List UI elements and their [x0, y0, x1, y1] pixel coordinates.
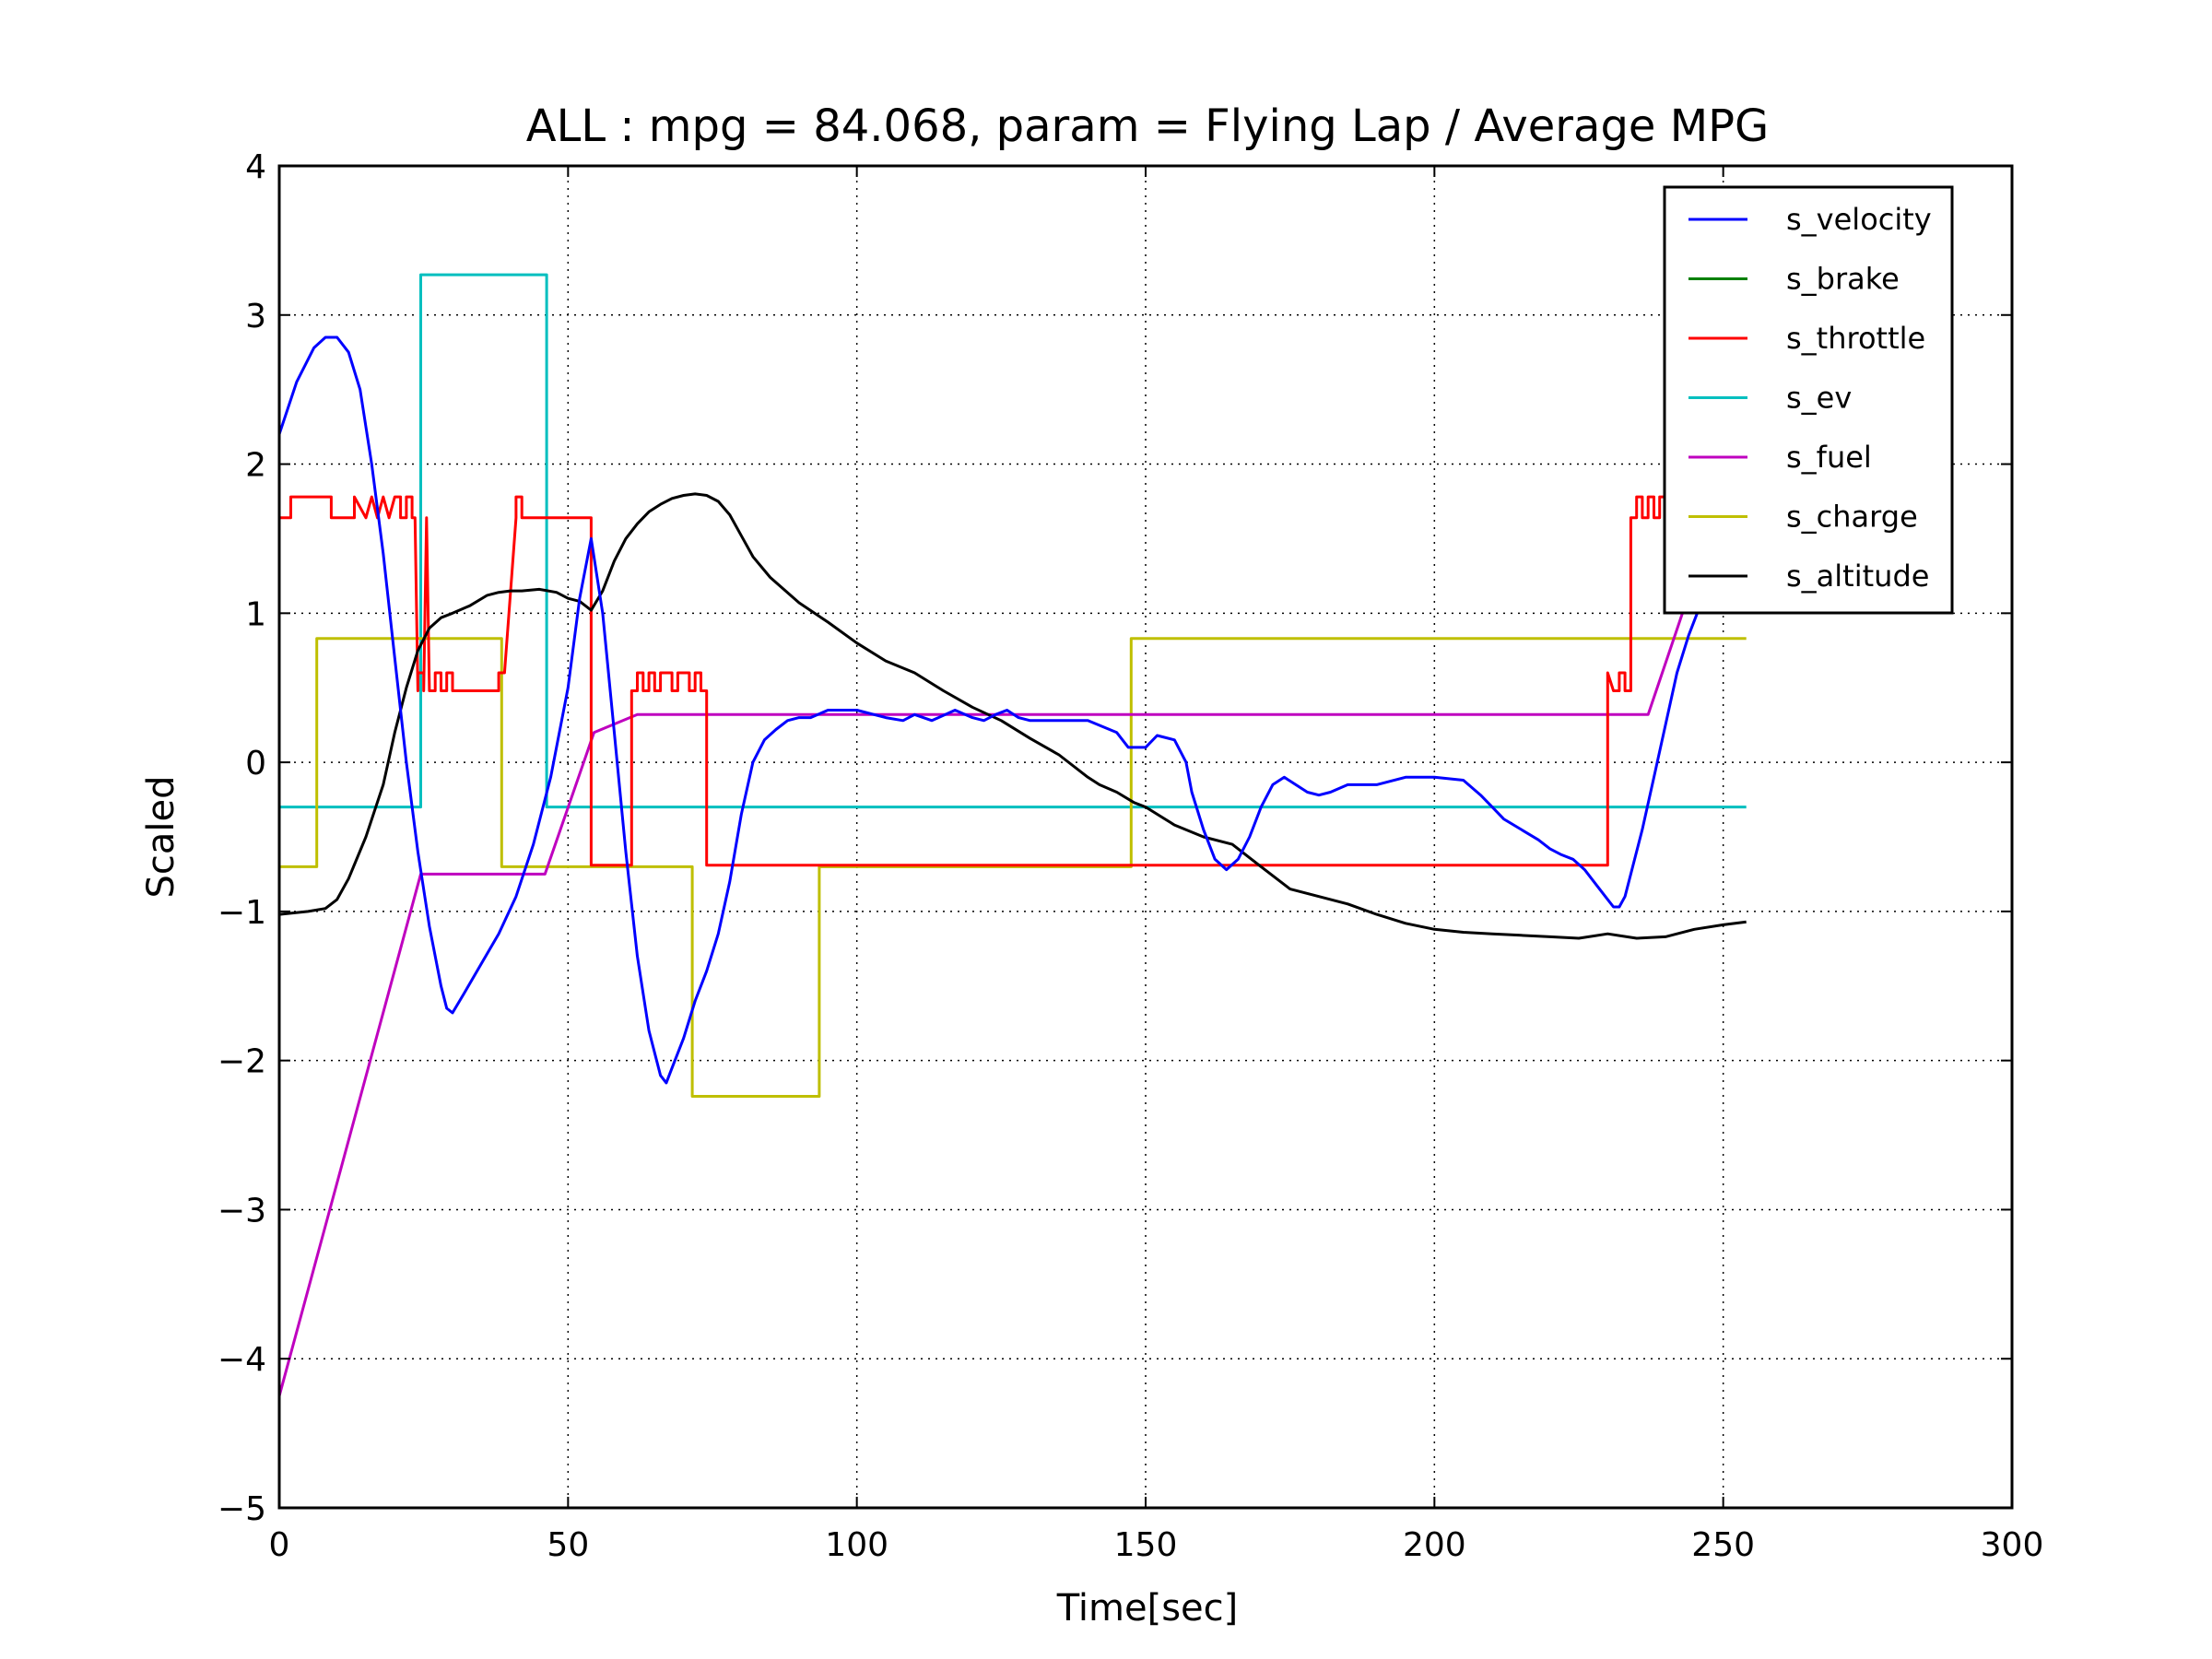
x-tick-label: 300	[1981, 1526, 2044, 1564]
plot-lines	[277, 273, 1747, 1397]
series-line-s-throttle	[279, 495, 1672, 867]
y-tick-label: −3	[218, 1192, 266, 1230]
legend-label: s_brake	[1786, 262, 1900, 297]
x-tick-label: 100	[825, 1526, 888, 1564]
y-tick-label: −4	[218, 1341, 266, 1379]
y-tick-label: −2	[218, 1043, 266, 1081]
x-tick-label: 150	[1114, 1526, 1178, 1564]
y-tick-label: 0	[245, 745, 266, 782]
x-tick-label: 200	[1403, 1526, 1466, 1564]
legend-box	[1663, 185, 1954, 615]
y-tick-label: 1	[245, 595, 266, 633]
y-tick-label: 2	[245, 447, 266, 485]
grid	[279, 166, 2012, 1508]
y-tick-label: −1	[218, 894, 266, 932]
legend-label: s_velocity	[1786, 202, 1932, 237]
axis-ticks	[278, 165, 2013, 1509]
legend-label: s_throttle	[1786, 321, 1925, 356]
chart-title: ALL : mpg = 84.068, param = Flying Lap /…	[526, 100, 1770, 152]
legend-label: s_fuel	[1786, 440, 1872, 475]
y-tick-labels: −5 −4 −3 −2 −1 0 1 2 3 4	[218, 148, 266, 1528]
series-line-s-altitude	[278, 492, 1747, 940]
series-line-s-charge	[279, 637, 1747, 1098]
y-tick-label: 3	[245, 298, 266, 335]
legend-label: s_charge	[1786, 500, 1918, 535]
x-tick-label: 50	[547, 1526, 589, 1564]
series-line-s-velocity	[277, 335, 1701, 1085]
y-axis-label: Scaled	[140, 775, 182, 898]
legend-label: s_altitude	[1786, 559, 1929, 594]
y-tick-label: −5	[218, 1490, 266, 1528]
x-axis-label: Time[sec]	[1056, 1587, 1239, 1630]
x-tick-label: 0	[269, 1526, 290, 1564]
legend-label: s_ev	[1786, 381, 1852, 416]
y-tick-label: 4	[245, 148, 266, 186]
x-tick-labels: 0 50 100 150 200 250 300	[269, 1526, 2044, 1564]
x-tick-label: 250	[1691, 1526, 1755, 1564]
legend: s_velocity s_brake s_throttle s_ev s_fuel s_c…	[1663, 185, 1954, 615]
series-line-s-ev	[279, 273, 1747, 809]
